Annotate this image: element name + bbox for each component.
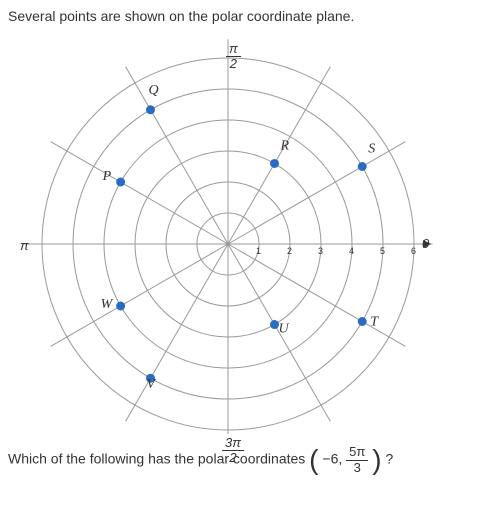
question-text: Which of the following has the polar coo… [8,444,493,476]
prompt-text: Several points are shown on the polar co… [8,8,493,24]
axis-label: π [20,238,29,253]
svg-text:T: T [370,315,379,330]
tick-label: 6 [411,246,416,256]
left-paren: ( [309,444,318,476]
svg-text:W: W [101,297,114,312]
svg-text:U: U [279,322,290,337]
svg-text:Q: Q [149,83,159,98]
svg-text:S: S [368,142,375,157]
svg-text:P: P [102,169,112,184]
right-paren: ) [372,444,381,476]
coord-theta-num: 5π [346,445,368,460]
axis-label: 3π2 [222,436,244,466]
question-suffix: ? [385,451,393,467]
axis-label: 0 [422,236,429,251]
svg-text:R: R [280,138,290,153]
tick-label: 2 [287,246,292,256]
polar-svg: P Q R S T U V W [8,34,448,434]
svg-text:V: V [147,377,157,392]
axis-label: π2 [226,42,241,72]
tick-label: 3 [318,246,323,256]
tick-label: 4 [349,246,354,256]
polar-plot: PQRSTUVW 0ππ23π2123456 [8,34,448,434]
question-prefix: Which of the following has the polar coo… [8,451,309,467]
coord-theta-den: 3 [346,461,368,475]
tick-label: 5 [380,246,385,256]
coord-r: −6 [322,451,338,467]
tick-label: 1 [256,246,261,256]
coord-theta: 5π 3 [346,445,368,475]
